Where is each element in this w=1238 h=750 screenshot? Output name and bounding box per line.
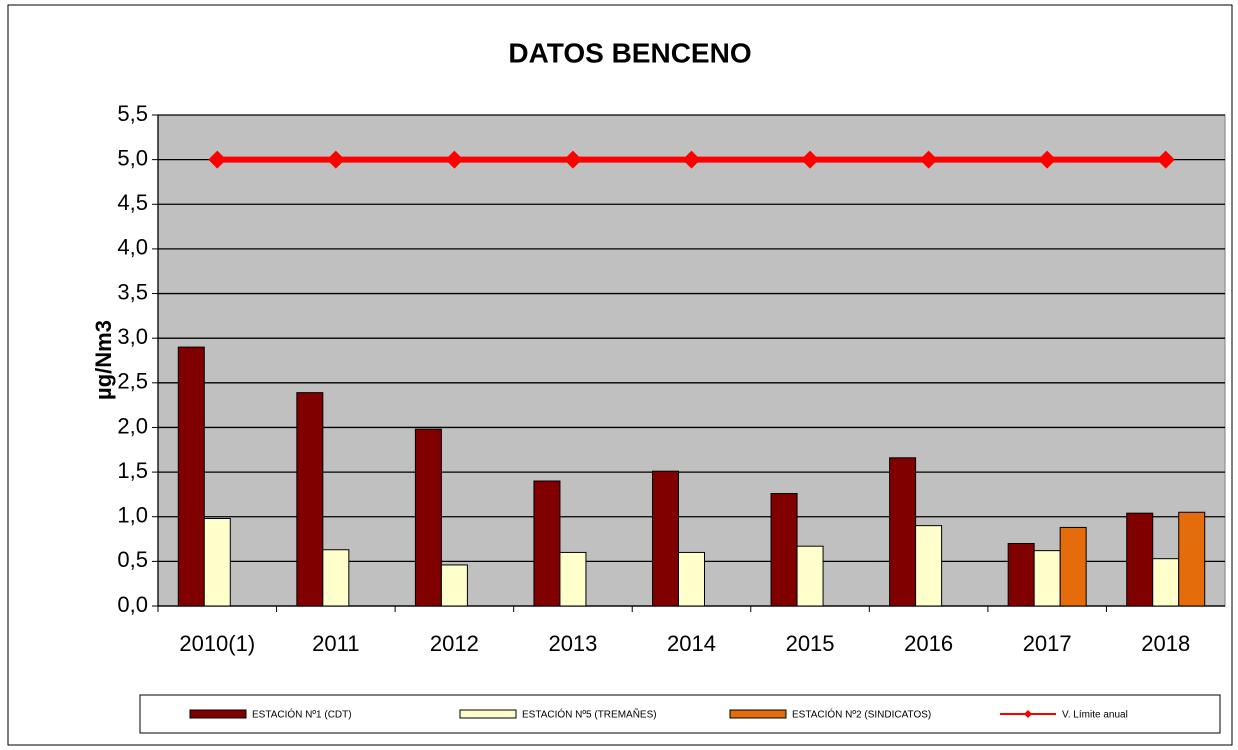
bar (1033, 550, 1061, 607)
legend-swatch (189, 709, 247, 719)
y-tick-label: 5,5 (117, 101, 148, 126)
y-tick-label: 4,0 (117, 235, 148, 260)
bar (414, 428, 442, 607)
bar (1178, 511, 1206, 607)
line-marker (801, 150, 820, 169)
bar (1126, 512, 1154, 607)
bar (796, 545, 824, 607)
chart-title: DATOS BENCENO (508, 37, 751, 68)
y-tick-label: 3,0 (117, 324, 148, 349)
legend-label: ESTACIÓN Nº5 (TREMAÑES) (522, 708, 657, 721)
x-tick-label: 2012 (430, 631, 479, 656)
x-tick-label: 2017 (1023, 631, 1072, 656)
x-tick-label: 2011 (312, 631, 359, 656)
legend-swatch (1024, 710, 1032, 718)
x-tick-label: 2018 (1141, 631, 1190, 656)
legend-label: V. Límite anual (1062, 710, 1128, 721)
y-tick-label: 4,5 (117, 190, 148, 215)
x-tick-label: 2014 (667, 631, 716, 656)
legend-swatch (729, 709, 787, 719)
line-marker (682, 150, 701, 169)
legend-swatch (459, 709, 517, 719)
y-tick-label: 0,5 (117, 547, 148, 572)
bar (678, 551, 705, 607)
line-marker (208, 150, 227, 169)
line-marker (919, 150, 938, 169)
line-marker (563, 150, 582, 169)
x-tick-label: 2013 (548, 631, 597, 656)
bar (1152, 558, 1180, 607)
legend-label: ESTACIÓN Nº1 (CDT) (252, 708, 352, 721)
y-tick-label: 3,5 (117, 279, 148, 304)
bar (1007, 543, 1035, 607)
bar (559, 551, 587, 607)
legend-label: ESTACIÓN Nº2 (SINDICATOS) (792, 708, 931, 721)
bar (203, 518, 231, 607)
bar (1059, 526, 1087, 607)
y-tick-label: 0,0 (117, 592, 148, 617)
bar (652, 470, 679, 607)
bar (440, 564, 468, 607)
line-marker (326, 150, 345, 169)
bar (889, 457, 917, 607)
bar (322, 549, 350, 607)
y-axis-label: µg/Nm3 (91, 320, 116, 400)
plot-area (157, 114, 1226, 607)
x-tick-label: 2010(1) (179, 631, 255, 656)
bar (915, 525, 943, 607)
y-tick-label: 5,0 (117, 145, 148, 170)
bar (296, 392, 324, 607)
y-tick-label: 1,5 (117, 458, 148, 483)
y-tick-label: 2,0 (117, 413, 148, 438)
bar (177, 346, 205, 607)
bar (533, 480, 561, 607)
x-tick-label: 2016 (904, 631, 953, 656)
x-tick-label: 2015 (786, 631, 835, 656)
y-tick-label: 2,5 (117, 369, 148, 394)
y-tick-label: 1,0 (117, 503, 148, 528)
line-marker (1156, 150, 1175, 169)
line-marker (1038, 150, 1057, 169)
bar (770, 493, 798, 607)
line-marker (445, 150, 464, 169)
